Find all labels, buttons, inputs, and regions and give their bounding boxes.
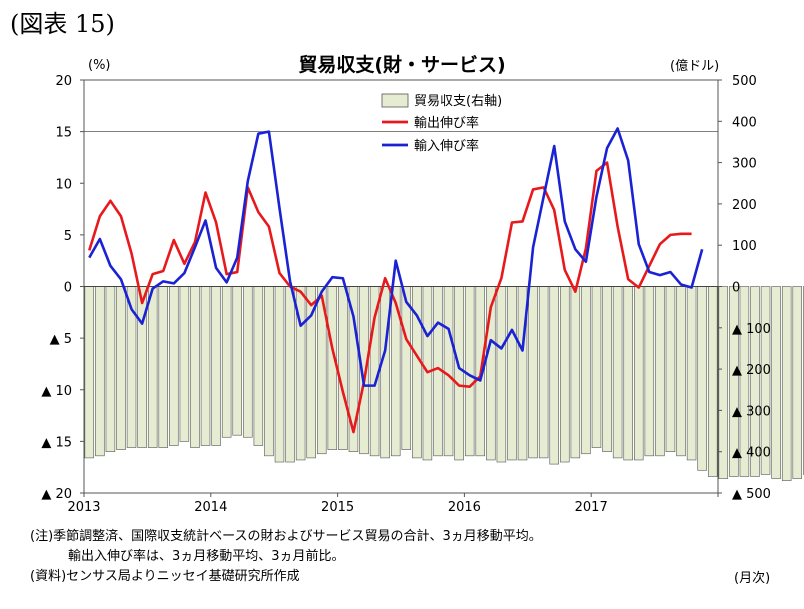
right-tick-label: 0 <box>732 281 740 296</box>
trade-balance-bar <box>274 286 285 463</box>
trade-balance-bar <box>718 286 729 479</box>
trade-balance-bar <box>570 286 581 459</box>
left-tick-label: ▲ 5 <box>50 332 72 347</box>
right-tick-label: 400 <box>732 115 757 130</box>
legend-label: 輸入伸び率 <box>414 138 479 154</box>
line-series <box>88 127 704 434</box>
x-tick-label: 2016 <box>448 500 481 515</box>
right-tick-label: ▲ 400 <box>732 446 771 461</box>
right-tick-label: 100 <box>732 239 757 254</box>
trade-balance-bar <box>538 286 549 459</box>
trade-balance-bar <box>200 286 211 446</box>
trade-balance-bar <box>84 286 95 459</box>
right-axis-unit: (億ドル) <box>670 59 720 74</box>
trade-balance-bar <box>496 286 507 463</box>
trade-balance-bar <box>591 286 602 448</box>
left-tick-label: 20 <box>55 74 72 89</box>
right-tick-label: 300 <box>732 157 757 172</box>
trade-balance-bar <box>253 286 264 446</box>
trade-balance-bar <box>739 286 750 477</box>
trade-balance-bar <box>221 286 232 438</box>
right-tick-label: ▲ 500 <box>732 487 771 502</box>
left-tick-label: ▲ 10 <box>41 384 72 399</box>
trade-balance-bar <box>686 286 697 461</box>
trade-balance-bar <box>158 286 168 448</box>
trade-balance-bar <box>169 286 179 446</box>
left-tick-label: ▲ 20 <box>41 487 72 502</box>
x-tick-label: 2017 <box>575 500 608 515</box>
note-line-1: (注)季節調整済、国際収支統計ベースの財およびサービス貿易の合計、3ヵ月移動平均… <box>30 529 542 544</box>
import-growth-line <box>88 127 704 387</box>
trade-balance-bar <box>549 286 559 465</box>
trade-balance-bar <box>581 286 591 455</box>
export-growth-line <box>88 161 692 434</box>
trade-balance-bar <box>285 286 295 463</box>
trade-balance-bar <box>147 286 158 448</box>
figure-label: (図表 15) <box>10 10 115 38</box>
trade-balance-bar <box>792 286 802 479</box>
bar-series <box>84 286 804 481</box>
trade-balance-bar <box>729 286 739 477</box>
trade-balance-bar <box>760 286 771 475</box>
trade-balance-bar <box>623 286 633 461</box>
trade-balance-bar <box>697 286 707 471</box>
trade-balance-bar <box>676 286 686 457</box>
chart-title: 貿易収支(財・サービス) <box>298 54 506 76</box>
trade-balance-bar <box>401 286 412 450</box>
left-tick-label: 0 <box>64 281 72 296</box>
note-line-2: 輸出入伸び率は、3ヵ月移動平均、3ヵ月前比。 <box>68 549 345 564</box>
trade-balance-bar <box>179 286 190 442</box>
trade-balance-bar <box>612 286 623 459</box>
x-tick-label: 2014 <box>194 500 227 515</box>
left-axis-unit: (%) <box>88 58 111 73</box>
legend-label: 貿易収支(右軸) <box>414 94 502 109</box>
trade-balance-bar <box>211 286 221 446</box>
trade-balance-bar <box>507 286 517 461</box>
trade-balance-bar <box>264 286 274 457</box>
trade-balance-bar <box>602 286 612 452</box>
right-tick-label: 500 <box>732 74 757 89</box>
trade-balance-bar <box>781 286 792 481</box>
trade-balance-bar <box>771 286 781 479</box>
trade-balance-bar <box>655 286 665 457</box>
legend-bar-swatch <box>381 93 409 108</box>
trade-balance-bar <box>665 286 676 452</box>
left-tick-label: 10 <box>55 177 72 192</box>
trade-balance-bar <box>454 286 464 461</box>
left-tick-label: ▲ 15 <box>41 435 72 450</box>
trade-balance-bar <box>116 286 126 450</box>
trade-balance-bar <box>190 286 200 448</box>
x-axis-label: (月次) <box>734 571 771 586</box>
right-tick-label: ▲ 300 <box>732 404 771 419</box>
trade-balance-bar <box>634 286 644 461</box>
right-tick-label: ▲ 100 <box>732 322 771 337</box>
trade-balance-bar <box>338 286 348 450</box>
trade-balance-bar <box>644 286 655 457</box>
trade-balance-bar <box>327 286 338 450</box>
left-tick-label: 15 <box>55 126 72 141</box>
trade-balance-bar <box>464 286 475 457</box>
right-tick-label: ▲ 200 <box>732 363 771 378</box>
trade-balance-bar <box>443 286 454 457</box>
trade-balance-bar <box>750 286 760 477</box>
trade-balance-bar <box>380 286 390 459</box>
notes: (注)季節調整済、国際収支統計ベースの財およびサービス貿易の合計、3ヵ月移動平均… <box>30 527 542 587</box>
note-source: (資料)センサス局よりニッセイ基礎研究所作成 <box>30 569 300 584</box>
x-tick-label: 2013 <box>67 500 100 515</box>
x-tick-label: 2015 <box>321 500 354 515</box>
trade-balance-bar <box>707 286 718 477</box>
legend-label: 輸出伸び率 <box>414 115 479 131</box>
trade-balance-bar <box>105 286 116 452</box>
trade-balance-bar <box>528 286 538 459</box>
left-tick-label: 5 <box>64 229 72 244</box>
trade-balance-bar <box>232 286 242 436</box>
trade-balance-bar <box>95 286 105 457</box>
trade-balance-bar <box>560 286 570 463</box>
right-tick-label: 200 <box>732 198 757 213</box>
trade-balance-bar <box>243 286 253 438</box>
